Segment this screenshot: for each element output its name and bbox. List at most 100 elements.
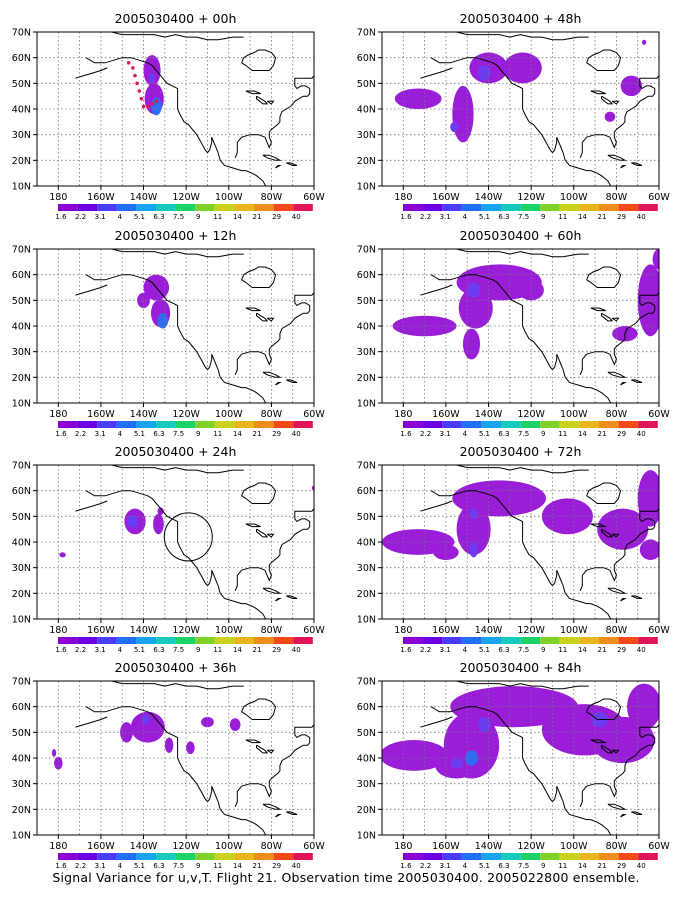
colorbar-label: 11: [558, 862, 567, 870]
variance-region: [394, 88, 442, 109]
colorbar-label: 40: [292, 213, 301, 221]
colorbar-swatch: [638, 204, 658, 211]
range-circle: [163, 512, 213, 562]
colorbar-swatch: [618, 421, 639, 428]
colorbar-swatch: [156, 421, 176, 428]
colorbar-label: 40: [637, 862, 646, 870]
colorbar-swatch: [442, 637, 462, 644]
colorbar-label: 14: [578, 862, 587, 870]
colorbar-label: 14: [233, 862, 242, 870]
colorbar-label: 29: [617, 646, 626, 654]
colorbar-swatch: [638, 853, 658, 860]
lat-tick-label: 40N: [357, 538, 376, 549]
lat-tick-label: 10N: [357, 399, 376, 410]
colorbar-label: 4: [118, 213, 123, 221]
colorbar-label: 1.6: [400, 862, 412, 870]
colorbar-swatch: [403, 421, 423, 428]
colorbar-swatch: [422, 421, 443, 428]
colorbar-swatch: [559, 637, 580, 644]
lat-tick-label: 50N: [357, 728, 376, 739]
lat-tick-label: 20N: [357, 156, 376, 167]
colorbar-label: 14: [578, 430, 587, 438]
lat-tick-label: 30N: [357, 563, 376, 574]
colorbar-swatch: [97, 204, 117, 211]
lat-tick-label: 10N: [357, 615, 376, 626]
coastline: [262, 154, 282, 161]
lat-tick-label: 30N: [12, 347, 31, 358]
lon-tick-label: 80W: [606, 625, 628, 636]
lon-tick-label: 160W: [432, 625, 460, 636]
coastline: [234, 724, 314, 807]
lat-tick-label: 20N: [12, 589, 31, 600]
lon-tick-label: 120W: [517, 409, 545, 420]
map-panel-p60: 2005030400 + 60h 70N 60N 50N 40N 30N 20N 10N 180…: [357, 228, 671, 438]
lat-tick-label: 30N: [12, 130, 31, 141]
colorbar-swatch: [273, 637, 294, 644]
coastline: [266, 533, 275, 538]
flight-track-point: [150, 102, 154, 106]
colorbar-swatch: [540, 421, 560, 428]
colorbar-swatch: [403, 637, 423, 644]
colorbar-swatch: [234, 421, 254, 428]
map-area: [37, 681, 314, 835]
colorbar-label: 9: [541, 213, 545, 221]
colorbar-label: 11: [213, 430, 222, 438]
colorbar-label: 7.5: [518, 646, 529, 654]
variance-region: [477, 716, 491, 733]
colorbar-label: 11: [558, 430, 567, 438]
colorbar-swatch: [520, 204, 541, 211]
lon-tick-label: 80W: [261, 409, 283, 420]
colorbar-swatch: [293, 853, 313, 860]
colorbar-label: 14: [578, 646, 587, 654]
colorbar-label: 7.5: [173, 213, 184, 221]
colorbar-swatch: [638, 637, 658, 644]
colorbar-label: 40: [637, 213, 646, 221]
map-area: [382, 681, 659, 835]
panel-title: 2005030400 + 00h: [115, 11, 237, 26]
coastline: [245, 523, 261, 528]
colorbar-label: 2.2: [420, 646, 431, 654]
coastline: [245, 739, 261, 744]
lat-tick-label: 50N: [12, 512, 31, 523]
colorbar-label: 4: [118, 430, 123, 438]
colorbar-swatch: [442, 421, 462, 428]
variance-region: [637, 470, 659, 527]
panel-title: 2005030400 + 12h: [115, 228, 237, 243]
lon-tick-label: 60W: [303, 841, 325, 852]
variance-region: [382, 740, 449, 771]
coastline: [275, 814, 282, 818]
colorbar-label: 4: [463, 862, 468, 870]
lat-tick-label: 30N: [12, 779, 31, 790]
variance-region: [469, 542, 478, 558]
colorbar-label: 5.1: [134, 862, 145, 870]
lon-tick-label: 100W: [560, 841, 588, 852]
colorbar-label: 40: [292, 430, 301, 438]
map-panel-p36: 2005030400 + 36h 70N 60N 50N 40N 30N 20N 10N 180…: [12, 660, 326, 870]
flight-track-point: [131, 66, 135, 70]
colorbar-label: 6.3: [498, 646, 509, 654]
variance-region: [164, 737, 174, 753]
coastline: [590, 307, 606, 312]
flight-track-point: [137, 89, 142, 93]
lon-tick-label: 100W: [560, 625, 588, 636]
coastline: [262, 371, 282, 378]
coastline: [234, 508, 314, 591]
colorbar-swatch: [442, 204, 462, 211]
lon-tick-label: 180: [49, 192, 67, 203]
variance-region: [433, 544, 459, 560]
coastline: [266, 100, 275, 105]
colorbar-swatch: [175, 853, 196, 860]
colorbar-swatch: [77, 637, 98, 644]
map-panel-p24: 2005030400 + 24h 70N 60N 50N 40N 30N 20N 10N 180…: [12, 444, 326, 654]
lon-tick-label: 80W: [606, 841, 628, 852]
lon-tick-label: 100W: [560, 192, 588, 203]
coastline: [275, 598, 282, 602]
colorbar-swatch: [422, 637, 443, 644]
variance-region: [604, 111, 616, 122]
colorbar-label: 40: [292, 862, 301, 870]
coastline: [456, 249, 589, 258]
colorbar-swatch: [461, 421, 482, 428]
colorbar-label: 4: [463, 646, 468, 654]
lon-tick-label: 160W: [87, 841, 115, 852]
lon-tick-label: 100W: [215, 625, 243, 636]
